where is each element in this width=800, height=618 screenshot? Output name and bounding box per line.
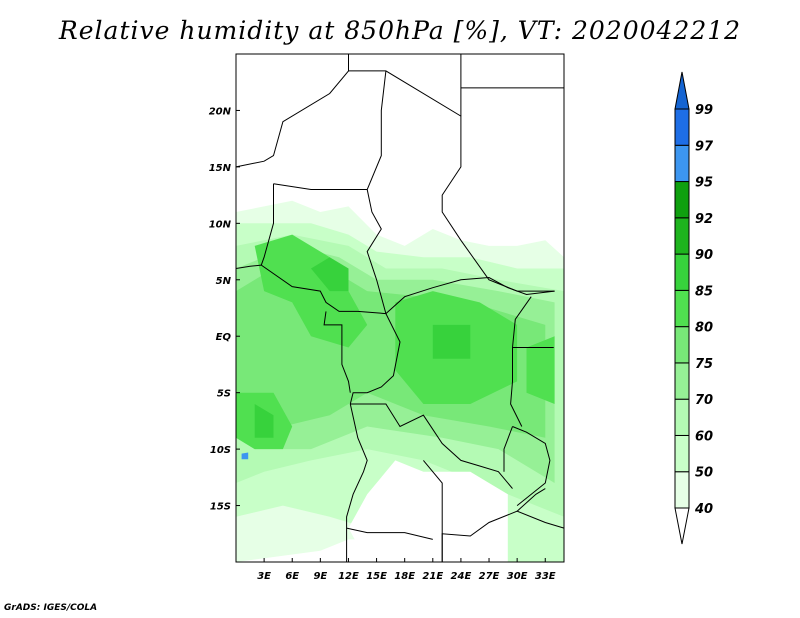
colorbar-segment [674,326,690,364]
border-line [349,313,401,405]
border-line [273,183,368,190]
lat-tick-label: 20N [209,106,232,117]
humidity-contour-region [526,336,555,404]
lat-tick-label: 15N [209,163,232,174]
colorbar-segment [674,471,690,509]
colorbar-label: 85 [695,284,713,299]
dry-region [348,460,508,562]
border-line [512,426,551,506]
humidity-contour-region [254,234,368,348]
dry-region [320,539,405,562]
colorbar-label: 80 [695,321,713,336]
humidity-contour-region [311,257,349,292]
border-line [441,510,565,562]
border-line [235,54,349,168]
lon-tick-label: 6E [285,571,299,582]
lon-tick-label: 24E [451,571,472,582]
border-line [260,183,274,266]
colorbar-upper-arrow [674,71,690,110]
colorbar-segment [674,362,690,400]
lat-tick-label: 10S [210,445,231,456]
colorbar-label: 97 [695,139,714,154]
lon-tick-label: 18E [394,571,415,582]
border-line [516,488,546,512]
lat-tick-label: EQ [216,332,232,343]
colorbar-label: 95 [695,176,713,191]
colorbar-label: 99 [695,103,713,118]
colorbar-label: 70 [695,393,713,408]
lon-tick-label: 3E [257,571,271,582]
border-line [261,264,386,315]
border-line [385,276,555,314]
humidity-contour-region [241,452,249,460]
colorbar-label: 75 [695,357,713,372]
colorbar-label: 40 [694,502,713,517]
colorbar-segment [674,217,690,255]
lat-tick-label: 5S [217,389,231,400]
colorbar-segment [674,253,690,291]
border-line [323,311,351,393]
lat-tick-label: 15S [210,502,231,513]
colorbar-label: 50 [695,466,713,481]
border-line [346,527,433,540]
axis-ticks: 3E 6E 9E 12E 15E 18E 21E 24E 27E 30E 33E 20N 15N 10N 5… [209,106,556,582]
colorbar-label: 92 [695,212,713,227]
country-borders [235,54,565,562]
humidity-contour-region [432,324,471,359]
border-line [512,296,532,348]
border-line [346,403,368,562]
colorbar-lower-arrow [674,507,690,545]
lat-tick-label: 5N [216,276,232,287]
border-line [235,264,262,269]
border-line [366,70,387,314]
map-frame [235,53,565,563]
colorbar-label: 90 [695,248,713,263]
colorbar-label: 60 [695,429,713,444]
lon-tick-label: 30E [507,571,528,582]
colorbar-segment [674,181,690,219]
border-line [510,347,523,427]
colorbar-segment [674,144,690,183]
lon-tick-label: 21E [422,571,443,582]
humidity-field [236,200,564,563]
border-line [350,403,513,489]
colorbar-segment [674,398,690,436]
colorbar-segment [674,434,690,473]
lat-tick-label: 10N [209,219,232,230]
lon-tick-label: 12E [338,571,359,582]
colorbar-segment [674,108,690,146]
credit-label: GrADS: IGES/COLA [4,603,98,613]
map-plot: 3E 6E 9E 12E 15E 18E 21E 24E 27E 30E 33E 20N 15N 10N 5… [209,53,714,582]
colorbar-segment [674,289,690,328]
lon-tick-label: 9E [313,571,327,582]
humidity-contour-region [254,404,274,438]
lon-tick-label: 15E [366,571,387,582]
plot-title: Relative humidity at 850hPa [%], VT: 202… [58,16,742,45]
border-line [503,426,513,472]
lon-tick-label: 33E [535,571,556,582]
lon-tick-label: 27E [479,571,500,582]
colorbar: 40 50 60 70 75 80 85 90 92 95 97 99 [674,71,714,545]
